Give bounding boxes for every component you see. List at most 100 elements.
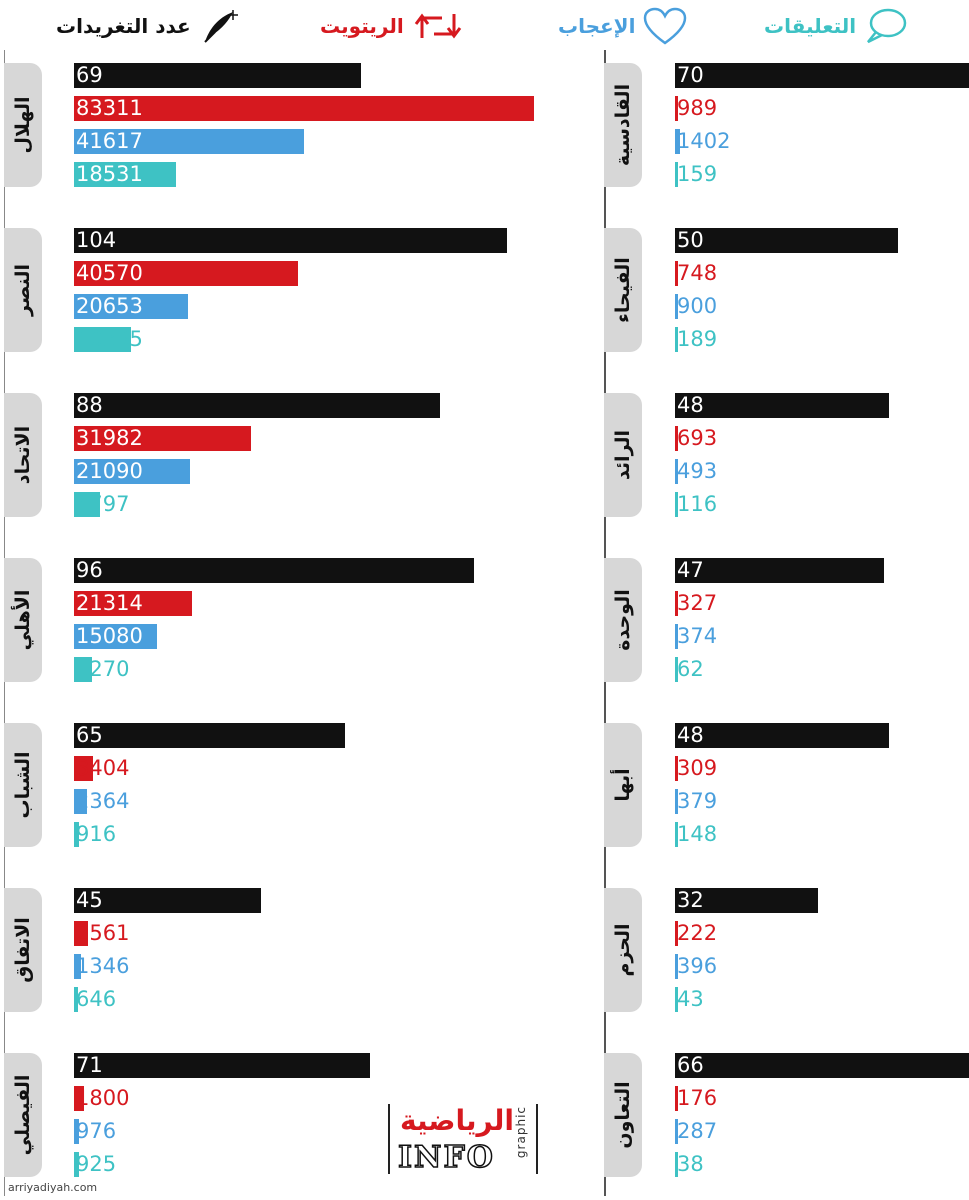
bar-likes <box>74 624 158 649</box>
bar-value-tweets: 45 <box>76 888 103 912</box>
bar-value-comments: 116 <box>677 492 718 516</box>
bar-value-tweets: 48 <box>677 723 704 747</box>
bar-retweets <box>675 921 678 946</box>
bar-tweets <box>675 1053 969 1078</box>
club-name: الشباب <box>12 751 34 819</box>
retweet-icon <box>412 8 464 44</box>
bar-retweets <box>675 1086 678 1111</box>
bar-value-tweets: 47 <box>677 558 704 582</box>
bar-value-retweets: 40570 <box>76 261 143 285</box>
bar-value-likes: 15080 <box>76 624 143 648</box>
bar-value-comments: 3270 <box>76 657 130 681</box>
club-label-tab: الاتفاق <box>4 888 42 1012</box>
bar-comments <box>74 1152 80 1177</box>
club-label-tab: الهلال <box>4 63 42 187</box>
bar-tweets <box>675 888 818 913</box>
bar-likes <box>675 129 680 154</box>
bar-likes <box>675 789 678 814</box>
club-label-tab: الرائد <box>604 393 642 517</box>
bar-tweets <box>74 888 262 913</box>
club-label-tab: الأهلي <box>4 558 42 682</box>
bar-value-comments: 925 <box>76 1152 117 1176</box>
club-name: القادسية <box>612 83 634 167</box>
club-label-tab: الشباب <box>4 723 42 847</box>
bar-retweets <box>675 96 679 121</box>
bar-likes <box>74 294 189 319</box>
bar-likes <box>74 954 82 979</box>
bar-value-retweets: 2561 <box>76 921 130 945</box>
bar-comments <box>675 657 678 682</box>
bar-comments <box>675 1152 678 1177</box>
legend-tweets-label: عدد التغريدات <box>56 14 191 38</box>
bar-likes <box>74 129 304 154</box>
bar-value-tweets: 104 <box>76 228 117 252</box>
bar-retweets <box>74 756 93 781</box>
bar-retweets <box>74 591 192 616</box>
bar-likes <box>74 789 88 814</box>
bar-value-likes: 287 <box>677 1119 718 1143</box>
bar-comments <box>675 327 678 352</box>
bar-comments <box>74 987 78 1012</box>
bar-value-retweets: 309 <box>677 756 718 780</box>
bar-value-retweets: 222 <box>677 921 718 945</box>
bar-value-retweets: 327 <box>677 591 718 615</box>
bar-value-likes: 976 <box>76 1119 117 1143</box>
bar-comments <box>675 987 678 1012</box>
club-name: الحزم <box>612 923 634 977</box>
bar-tweets <box>74 393 441 418</box>
bar-tweets <box>675 393 889 418</box>
bar-value-tweets: 69 <box>76 63 103 87</box>
club-label-tab: أبها <box>604 723 642 847</box>
bar-retweets <box>74 1086 84 1111</box>
bar-value-likes: 374 <box>677 624 718 648</box>
bar-value-likes: 20653 <box>76 294 143 318</box>
bar-likes <box>675 954 678 979</box>
bar-tweets <box>675 228 898 253</box>
bar-retweets <box>74 426 251 451</box>
bar-comments <box>675 492 678 517</box>
bar-value-likes: 2364 <box>76 789 130 813</box>
bar-value-comments: 159 <box>677 162 718 186</box>
bar-value-retweets: 748 <box>677 261 718 285</box>
club-label-tab: الوحدة <box>604 558 642 682</box>
bar-value-tweets: 71 <box>76 1053 103 1077</box>
club-name: الاتحاد <box>12 425 34 485</box>
bar-retweets <box>74 261 298 286</box>
bar-retweets <box>74 96 534 121</box>
club-label-tab: القادسية <box>604 63 642 187</box>
bar-value-likes: 379 <box>677 789 718 813</box>
bar-value-retweets: 21314 <box>76 591 143 615</box>
logo-info-text: INFO <box>397 1139 495 1176</box>
club-name: النصر <box>12 264 34 316</box>
bar-value-likes: 493 <box>677 459 718 483</box>
heart-icon <box>643 7 687 45</box>
bar-value-likes: 21090 <box>76 459 143 483</box>
bar-likes <box>675 459 678 484</box>
bar-value-tweets: 65 <box>76 723 103 747</box>
bar-comments <box>74 327 132 352</box>
bar-value-tweets: 32 <box>677 888 704 912</box>
bar-retweets <box>675 591 678 616</box>
footer-source: arriyadiyah.com <box>8 1181 98 1194</box>
bar-value-comments: 4797 <box>76 492 130 516</box>
legend-comments-label: التعليقات <box>764 14 857 38</box>
bar-value-likes: 396 <box>677 954 718 978</box>
legend: عدد التغريدات الريتويت الإعجاب <box>0 0 969 50</box>
club-label-tab: التعاون <box>604 1053 642 1177</box>
bar-tweets <box>675 723 889 748</box>
bar-value-likes: 1402 <box>677 129 731 153</box>
club-name: الفيحاء <box>612 257 634 323</box>
club-name: الهلال <box>12 96 34 154</box>
club-label-tab: الفيصلي <box>4 1053 42 1177</box>
club-label-tab: النصر <box>4 228 42 352</box>
bar-value-retweets: 989 <box>677 96 718 120</box>
bar-comments <box>74 657 93 682</box>
bar-value-retweets: 83311 <box>76 96 143 120</box>
club-name: الأهلي <box>12 589 34 651</box>
bar-value-retweets: 1800 <box>76 1086 130 1110</box>
bar-likes <box>74 459 191 484</box>
bar-value-comments: 38 <box>677 1152 704 1176</box>
bar-value-likes: 900 <box>677 294 718 318</box>
club-label-tab: الحزم <box>604 888 642 1012</box>
bar-likes <box>675 1119 678 1144</box>
